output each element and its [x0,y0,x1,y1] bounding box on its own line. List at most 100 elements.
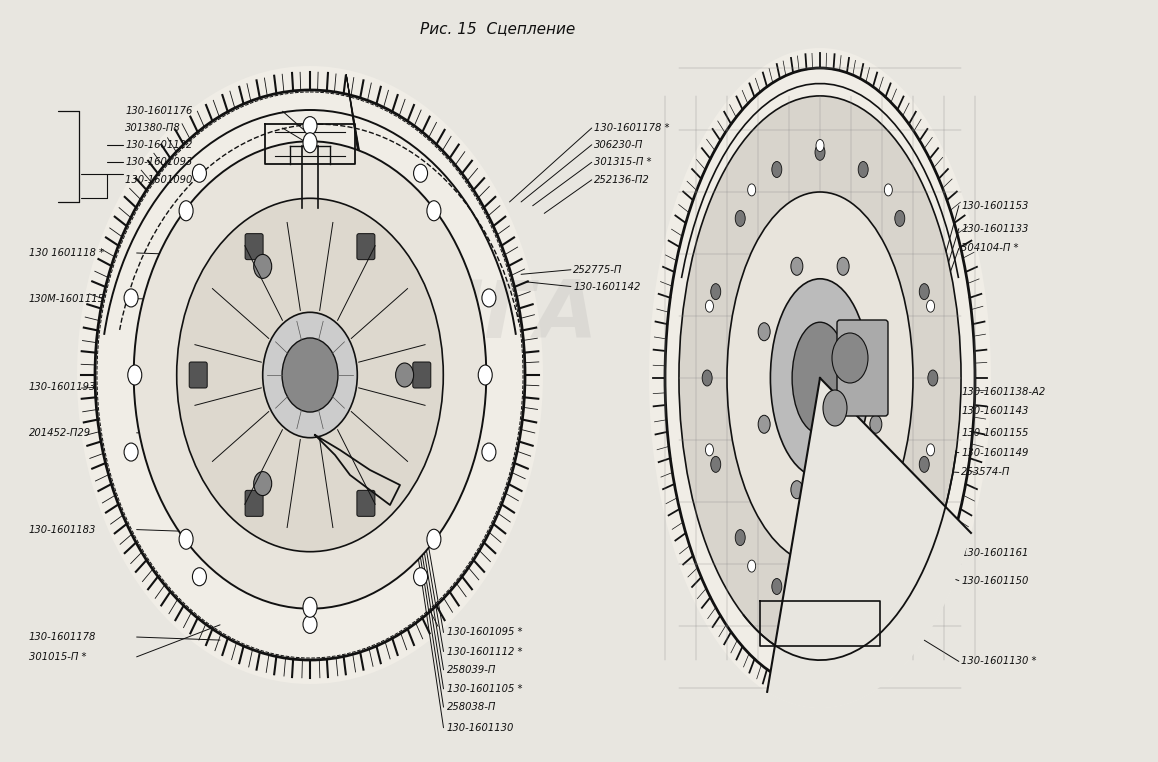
Ellipse shape [748,560,756,572]
Text: 130-1601090 *: 130-1601090 * [125,174,200,185]
Text: 130-1601130 *: 130-1601130 * [961,656,1036,667]
Text: 253574-П: 253574-П [961,467,1011,478]
Ellipse shape [124,289,138,307]
Ellipse shape [816,604,824,616]
Ellipse shape [870,415,882,434]
FancyBboxPatch shape [357,490,375,517]
Ellipse shape [303,117,317,135]
Ellipse shape [127,365,141,385]
Ellipse shape [919,283,929,299]
Ellipse shape [702,370,712,386]
FancyBboxPatch shape [357,234,375,260]
Text: 304104-П *: 304104-П * [961,243,1019,254]
Text: 130-1601130: 130-1601130 [447,722,514,733]
Ellipse shape [815,144,824,160]
Text: 130-1601155: 130-1601155 [961,427,1028,438]
Polygon shape [767,378,972,708]
Ellipse shape [837,481,849,498]
Text: 130-1601178: 130-1601178 [29,632,96,642]
Ellipse shape [179,530,193,549]
Ellipse shape [133,141,486,609]
Ellipse shape [858,578,868,594]
Ellipse shape [770,279,870,477]
Ellipse shape [772,162,782,178]
Ellipse shape [177,198,444,552]
Ellipse shape [413,165,427,182]
Ellipse shape [192,165,206,182]
Text: 130 1601118 *: 130 1601118 * [29,248,104,258]
Ellipse shape [482,443,496,461]
Text: 130-1601112 *: 130-1601112 * [447,646,522,657]
Text: Рис. 15  Сцепление: Рис. 15 Сцепление [420,21,576,37]
Ellipse shape [76,66,543,684]
Ellipse shape [858,162,868,178]
Ellipse shape [727,192,913,564]
Text: 301015-П *: 301015-П * [29,652,87,662]
Ellipse shape [179,200,193,221]
Text: БАНГA: БАНГA [294,277,598,355]
FancyBboxPatch shape [189,362,207,388]
Ellipse shape [735,530,746,546]
Text: 130-1601149: 130-1601149 [961,447,1028,458]
Text: 130-1601133: 130-1601133 [961,223,1028,234]
Text: 130-1601178 *: 130-1601178 * [594,123,669,133]
Ellipse shape [705,300,713,312]
FancyBboxPatch shape [245,490,263,517]
Text: 130-1601122: 130-1601122 [125,139,192,150]
Ellipse shape [735,210,746,226]
Ellipse shape [303,133,317,152]
Ellipse shape [758,415,770,434]
Ellipse shape [885,184,893,196]
Ellipse shape [792,322,848,434]
Text: 130-1601105 *: 130-1601105 * [447,684,522,694]
Text: 130-1601193: 130-1601193 [29,382,96,392]
Ellipse shape [192,568,206,586]
Ellipse shape [396,363,413,387]
Ellipse shape [870,323,882,341]
Ellipse shape [885,560,893,572]
Ellipse shape [679,96,961,660]
Text: 130М-1601115: 130М-1601115 [29,293,105,304]
Text: 130-1601183: 130-1601183 [29,524,96,535]
Text: 258039-П: 258039-П [447,664,497,675]
Ellipse shape [926,443,935,456]
Ellipse shape [816,139,824,152]
Text: 130-1601095 *: 130-1601095 * [447,627,522,638]
Ellipse shape [263,312,358,437]
Ellipse shape [427,200,441,221]
Ellipse shape [928,370,938,386]
Text: 201452-П29: 201452-П29 [29,427,91,438]
Text: 258038-П: 258038-П [447,702,497,712]
Ellipse shape [895,530,904,546]
Text: 252136-П2: 252136-П2 [594,174,650,185]
Ellipse shape [791,258,802,275]
Text: 130-1601138-А2: 130-1601138-А2 [961,386,1046,397]
Ellipse shape [758,323,770,341]
Text: 252775-П: 252775-П [573,264,623,275]
Ellipse shape [427,530,441,549]
Ellipse shape [919,456,929,472]
Ellipse shape [926,300,935,312]
Text: 301380-П8: 301380-П8 [125,123,181,133]
FancyBboxPatch shape [837,320,888,416]
Ellipse shape [837,258,849,275]
Ellipse shape [303,597,317,617]
Text: 130-1601142: 130-1601142 [573,281,640,292]
Ellipse shape [772,578,782,594]
Text: 130-1601176: 130-1601176 [125,106,192,117]
Text: 130-1601161: 130-1601161 [961,548,1028,559]
Ellipse shape [303,616,317,633]
Ellipse shape [413,568,427,586]
Ellipse shape [831,333,868,383]
Ellipse shape [254,472,272,495]
Ellipse shape [482,289,496,307]
Ellipse shape [895,210,904,226]
Ellipse shape [823,390,846,426]
Ellipse shape [705,443,713,456]
Ellipse shape [815,596,824,612]
Text: 306230-П: 306230-П [594,139,644,150]
Ellipse shape [711,456,720,472]
Text: 301315-П *: 301315-П * [594,157,652,168]
Ellipse shape [283,338,338,412]
Ellipse shape [648,48,991,708]
